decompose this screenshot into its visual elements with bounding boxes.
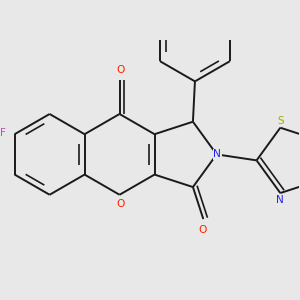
Text: O: O xyxy=(117,199,125,209)
Text: S: S xyxy=(277,116,284,126)
Text: F: F xyxy=(0,128,6,138)
Text: N: N xyxy=(276,195,284,205)
Text: O: O xyxy=(199,226,207,236)
Text: N: N xyxy=(213,149,221,159)
Text: O: O xyxy=(117,65,125,75)
Text: OH: OH xyxy=(121,0,136,1)
